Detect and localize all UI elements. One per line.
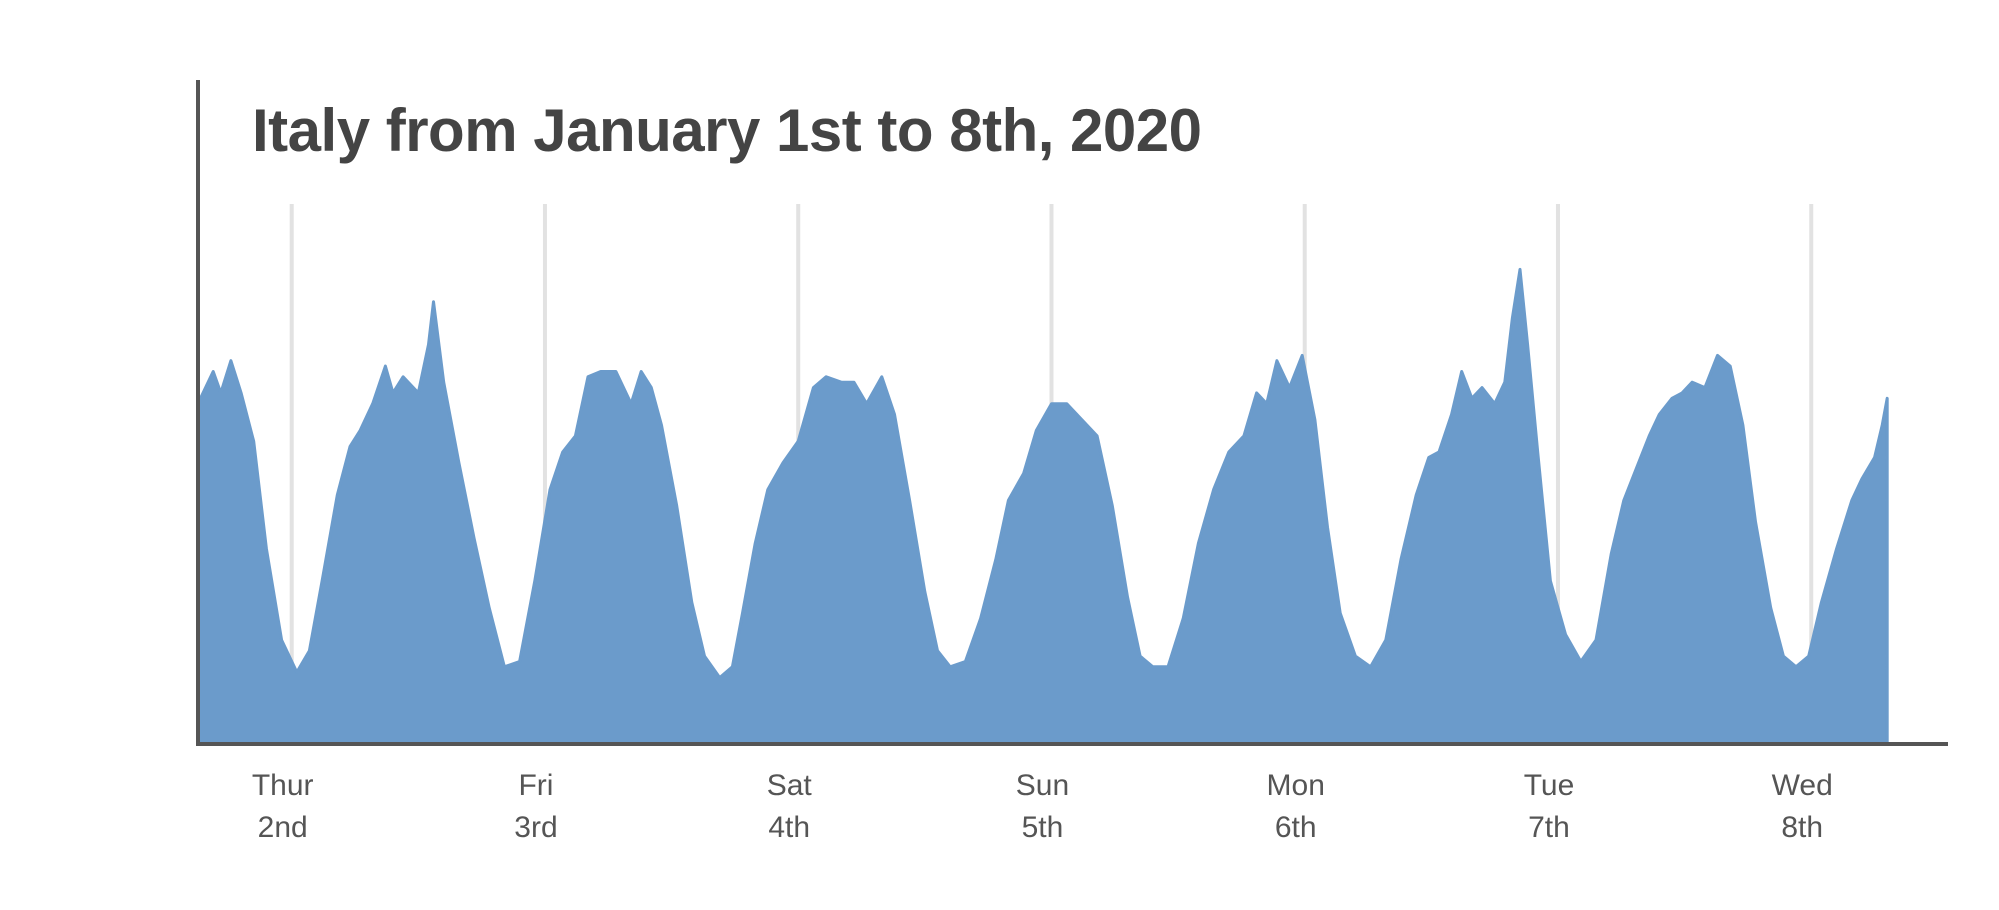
- x-tick-date-label: 3rd: [514, 811, 557, 844]
- x-tick-date-label: 2nd: [258, 811, 308, 844]
- x-tick-date-label: 8th: [1781, 811, 1823, 844]
- x-tick-day-label: Fri: [518, 769, 553, 802]
- x-tick-labels: Thur 2nd Fri 3rd Sat 4th Sun 5th Mon 6th Tue 7th Wed…: [252, 769, 1833, 844]
- x-tick-day-label: Tue: [1524, 769, 1575, 802]
- x-tick-date-label: 6th: [1275, 811, 1317, 844]
- x-tick-0: Thur 2nd: [252, 769, 314, 844]
- x-tick-day-label: Sat: [767, 769, 813, 802]
- x-tick-3: Sun 5th: [1016, 769, 1069, 844]
- x-tick-date-label: 4th: [768, 811, 810, 844]
- x-tick-day-label: Wed: [1772, 769, 1833, 802]
- x-tick-6: Wed 8th: [1772, 769, 1833, 844]
- x-tick-5: Tue 7th: [1524, 769, 1575, 844]
- chart-title: Italy from January 1st to 8th, 2020: [252, 97, 1202, 164]
- series-area: [199, 267, 1889, 744]
- x-tick-day-label: Sun: [1016, 769, 1069, 802]
- x-tick-date-label: 5th: [1022, 811, 1064, 844]
- x-tick-date-label: 7th: [1528, 811, 1570, 844]
- axes: [196, 80, 1948, 746]
- x-tick-1: Fri 3rd: [514, 769, 557, 844]
- x-tick-day-label: Mon: [1267, 769, 1325, 802]
- x-tick-2: Sat 4th: [767, 769, 813, 844]
- x-tick-day-label: Thur: [252, 769, 314, 802]
- x-tick-4: Mon 6th: [1267, 769, 1325, 844]
